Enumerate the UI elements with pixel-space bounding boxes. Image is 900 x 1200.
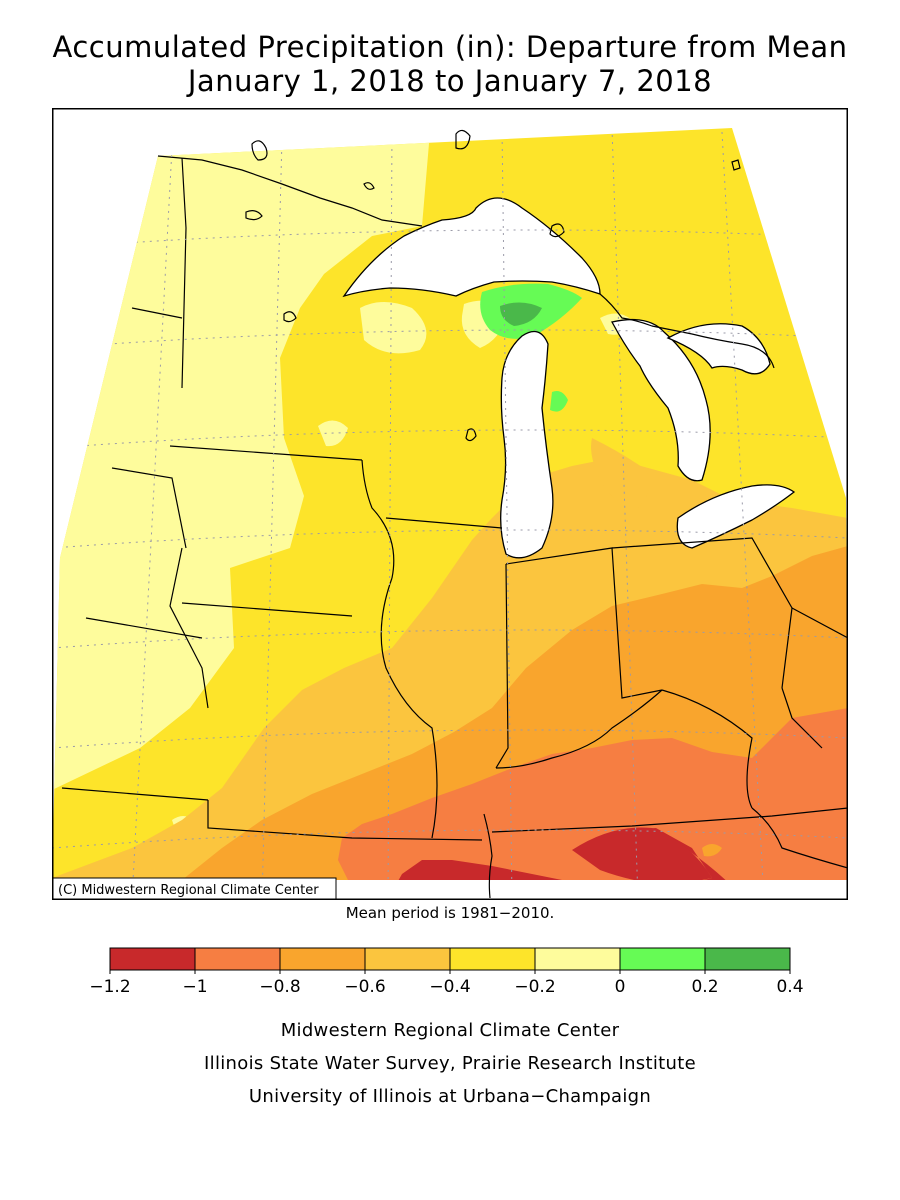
mean-period-note: Mean period is 1981−2010.	[345, 904, 555, 922]
legend-bin	[279, 947, 366, 971]
credit-isws: Illinois State Water Survey, Prairie Res…	[204, 1053, 696, 1074]
legend-tick-label: 0.2	[691, 977, 718, 997]
legend-tick-label: −0.4	[429, 977, 470, 997]
precipitation-map: (C) Midwestern Regional Climate Center	[52, 108, 848, 900]
graticule	[52, 128, 848, 880]
coastline	[157, 129, 775, 442]
legend-bin	[364, 947, 451, 971]
legend-tick-label: −1	[182, 977, 207, 997]
legend-bin	[109, 947, 196, 971]
copyright-label: (C) Midwestern Regional Climate Center	[58, 883, 319, 898]
legend-bin	[449, 947, 536, 971]
state-borders	[61, 157, 848, 899]
legend-bin	[194, 947, 281, 971]
color-legend: −1.2 −1 −0.8 −0.6 −0.4 −0.2 0 0.2 0.4	[89, 947, 804, 997]
credit-uiuc: University of Illinois at Urbana−Champai…	[248, 1086, 652, 1107]
lake-superior	[342, 197, 601, 298]
legend-tick-label: 0	[615, 977, 626, 997]
map-date-range: January 1, 2018 to January 7, 2018	[187, 64, 713, 98]
legend-tick-label: −0.6	[344, 977, 385, 997]
legend-tick-label: −0.8	[259, 977, 300, 997]
lake-huron-bay	[666, 323, 771, 375]
credit-mrcc: Midwestern Regional Climate Center	[280, 1020, 620, 1041]
legend-tick-label: 0.4	[776, 977, 803, 997]
lake-michigan	[500, 330, 554, 559]
legend-bin	[534, 947, 621, 971]
legend-tick-label: −0.2	[514, 977, 555, 997]
map-frame	[52, 108, 848, 900]
map-title: Accumulated Precipitation (in): Departur…	[52, 30, 848, 64]
legend-bin	[704, 947, 791, 971]
great-lakes	[342, 197, 796, 559]
lake-erie	[676, 484, 796, 549]
legend-tick-label: −1.2	[89, 977, 130, 997]
legend-bin	[619, 947, 706, 971]
